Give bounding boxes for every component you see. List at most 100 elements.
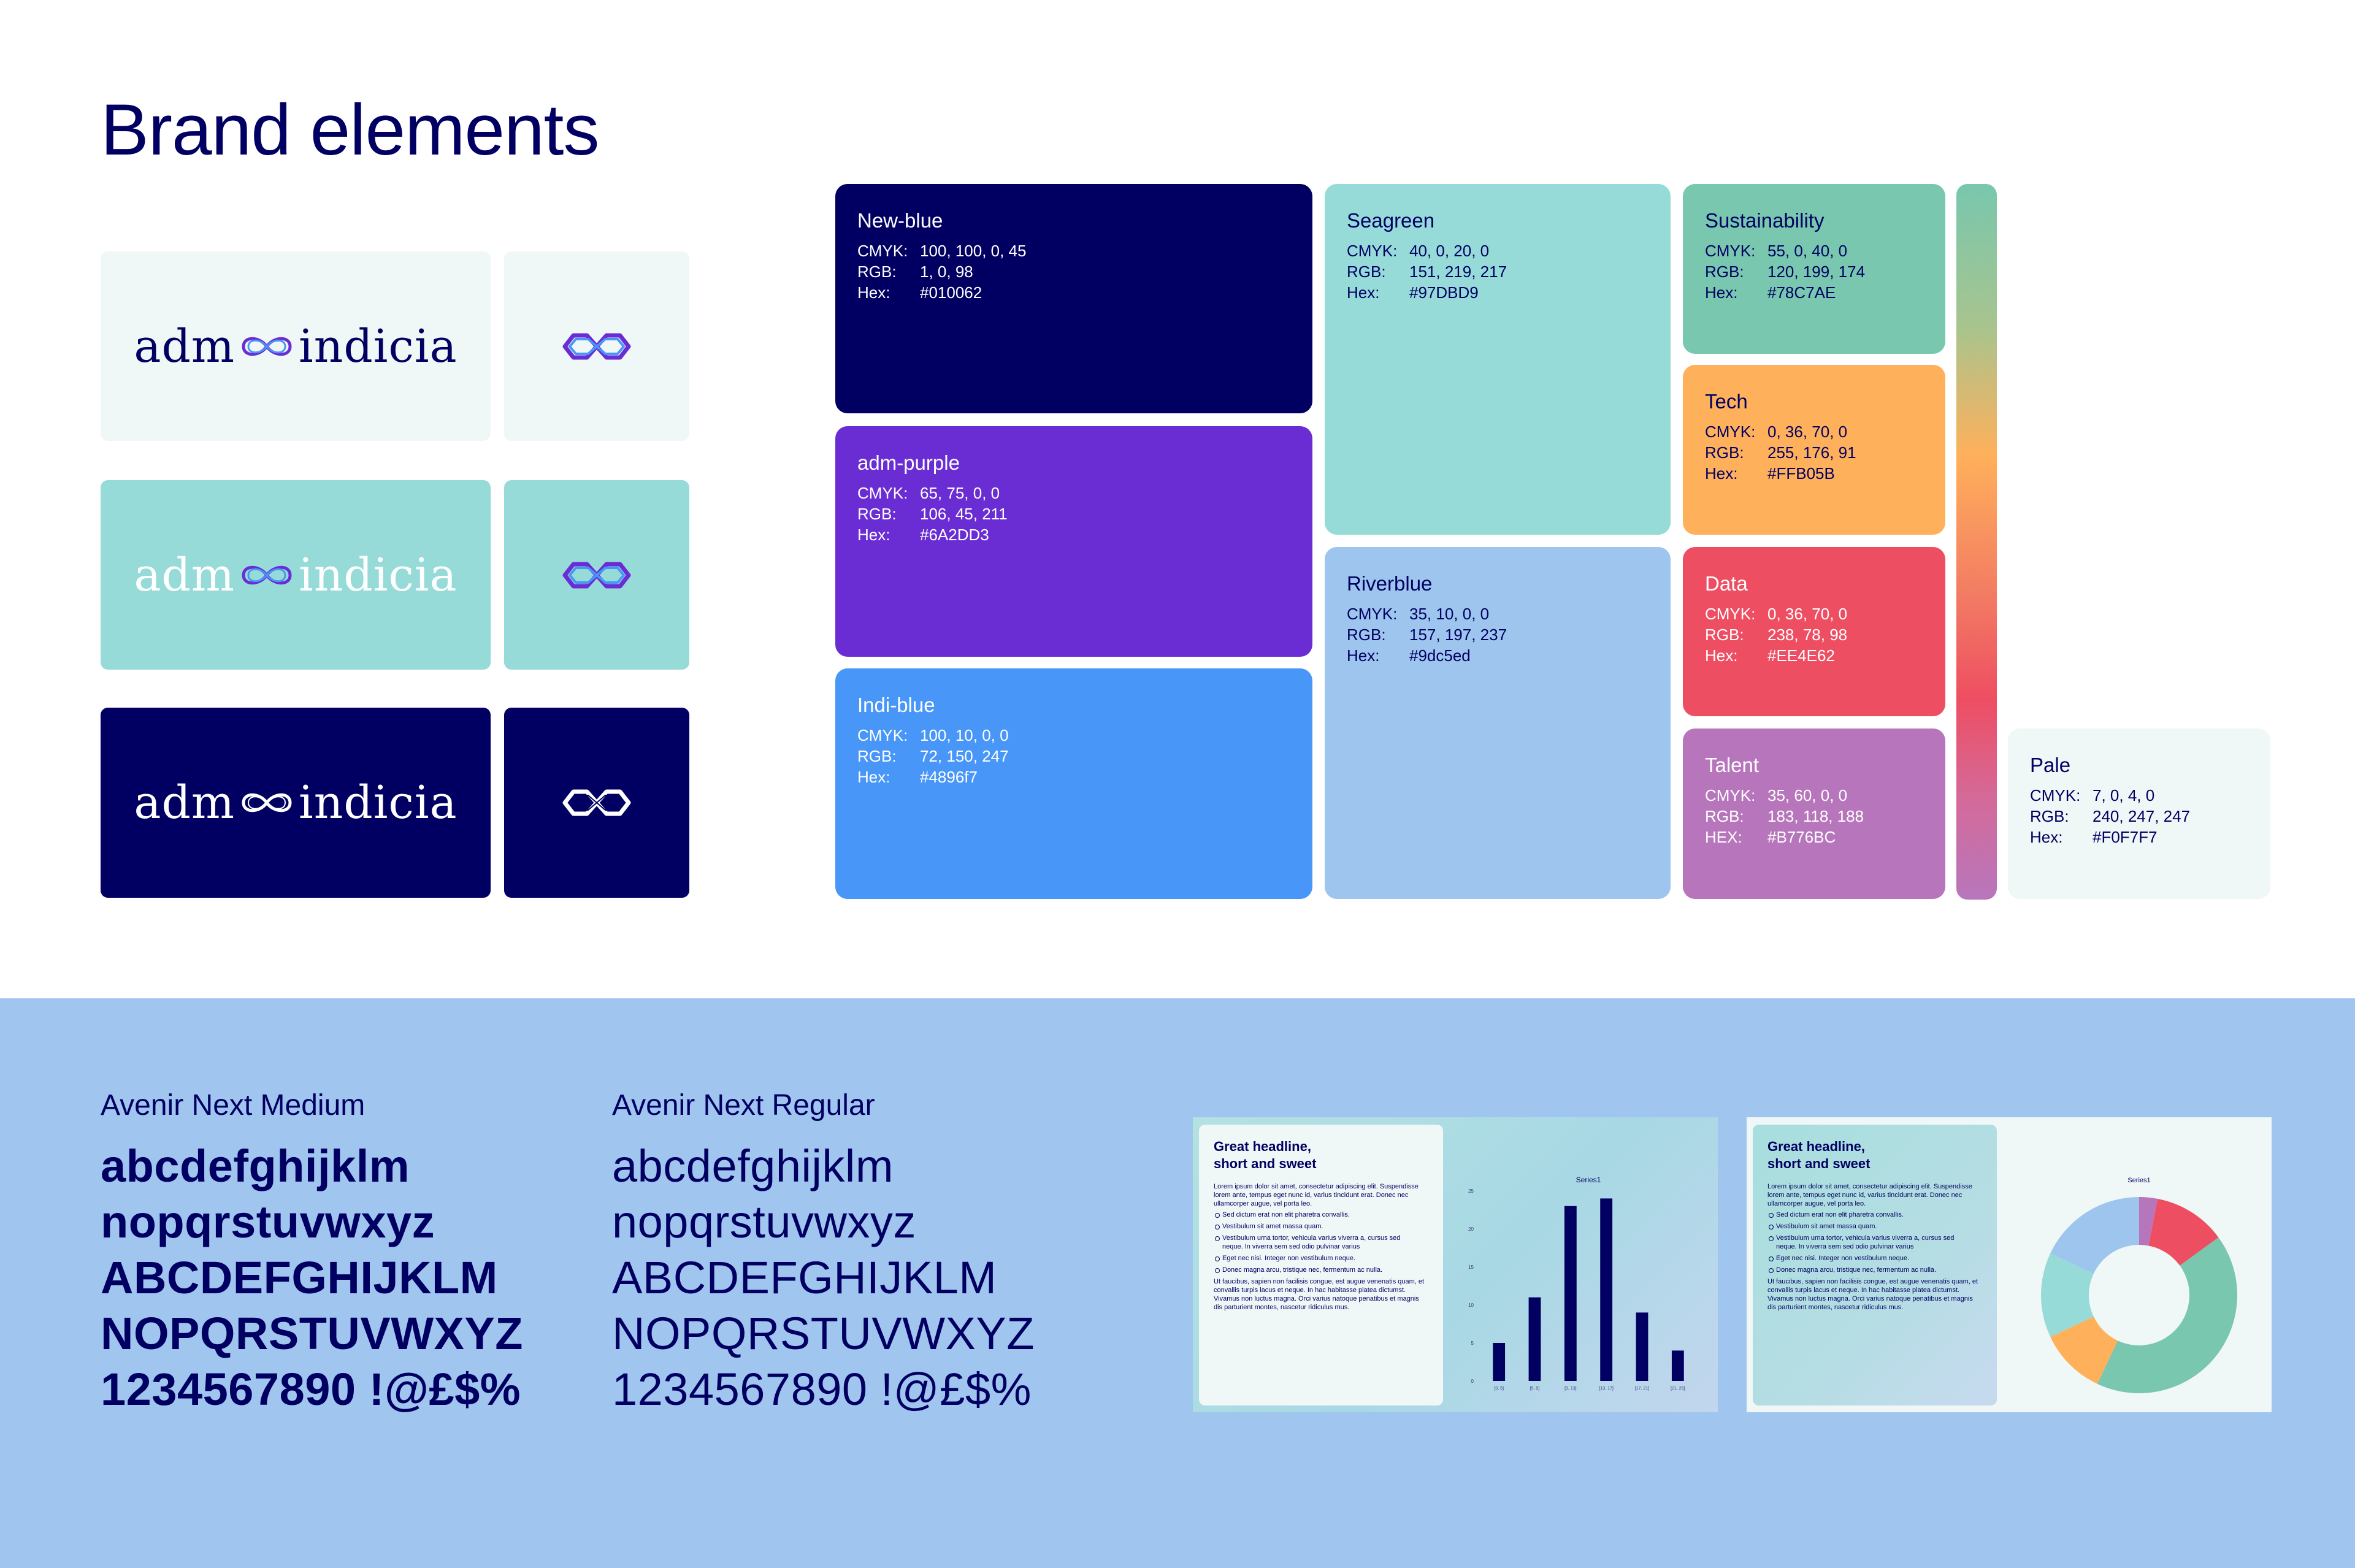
cmyk-label: CMYK: xyxy=(1347,604,1398,623)
hex-value: #9dc5ed xyxy=(1409,646,1471,665)
rgb-label: RGB: xyxy=(1705,625,1744,644)
donut-slice xyxy=(2041,1253,2094,1337)
font-specimen-regular: Avenir Next Regular abcdefghijklm nopqrs… xyxy=(612,1088,1035,1417)
specimen-line: NOPQRSTUVWXYZ xyxy=(612,1307,1035,1359)
cmyk-label: CMYK: xyxy=(2030,786,2081,805)
page-title: Brand elements xyxy=(101,90,599,170)
slide-bullet: Sed dictum erat non elit pharetra conval… xyxy=(1767,1210,1976,1219)
cmyk-label: CMYK: xyxy=(857,483,908,502)
gradient-bar xyxy=(1956,184,1997,900)
bar xyxy=(1493,1343,1506,1381)
x-tick-label: [9, 13] xyxy=(1564,1386,1577,1391)
hex-value: #010062 xyxy=(920,283,982,302)
wordmark-left: adm xyxy=(134,776,236,829)
cmyk-value: 0, 36, 70, 0 xyxy=(1767,604,1848,623)
cmyk-value: 0, 36, 70, 0 xyxy=(1767,422,1848,441)
rgb-label: RGB: xyxy=(2030,806,2069,825)
slide-bullet: Vestibulum sit amet massa quam. xyxy=(1767,1222,1976,1231)
rgb-value: 238, 78, 98 xyxy=(1767,625,1848,644)
swatch-riverblue: Riverblue CMYK: 35, 10, 0, 0 RGB: 157, 197… xyxy=(1325,547,1671,899)
cmyk-value: 100, 10, 0, 0 xyxy=(920,725,1009,744)
rgb-value: 255, 176, 91 xyxy=(1767,443,1856,462)
swatch-name: Sustainability xyxy=(1705,209,1825,232)
cmyk-label: CMYK: xyxy=(857,241,908,260)
infinity-icon xyxy=(242,337,292,356)
donut-chart: Series1 xyxy=(2041,1177,2237,1393)
slide-paragraph: Lorem ipsum dolor sit amet, consectetur … xyxy=(1767,1183,1972,1207)
bar xyxy=(1600,1198,1613,1381)
swatch-sustainability: Sustainability CMYK: 55, 0, 40, 0 RGB: 120… xyxy=(1683,184,1945,354)
x-tick-label: [0, 5] xyxy=(1494,1386,1504,1391)
specimen-line: ABCDEFGHIJKLM xyxy=(101,1252,498,1303)
infinity-icon xyxy=(242,565,292,584)
swatch-tech: Tech CMYK: 0, 36, 70, 0 RGB: 255, 176, 91 … xyxy=(1683,365,1945,535)
specimen-line: abcdefghijklm xyxy=(612,1140,894,1191)
donut-slice xyxy=(2097,1237,2237,1393)
swatch-talent: Talent CMYK: 35, 60, 0, 0 RGB: 183, 118, 1… xyxy=(1683,729,1945,899)
font-label: Avenir Next Medium xyxy=(101,1089,366,1122)
swatch-name: Pale xyxy=(2030,754,2071,776)
logo-tile-seagreen: adm indicia xyxy=(101,480,491,670)
logo-tile-pale: adm indicia xyxy=(101,251,491,441)
cmyk-label: CMYK: xyxy=(1705,786,1756,805)
chart-title: Series1 xyxy=(2127,1177,2150,1184)
chart-title: Series1 xyxy=(1576,1176,1601,1184)
logomark-tile-pale xyxy=(504,251,689,441)
hex-value: #EE4E62 xyxy=(1767,646,1835,665)
specimen-line: ABCDEFGHIJKLM xyxy=(612,1252,997,1303)
swatch-name: Tech xyxy=(1705,390,1748,413)
slide-bullet: Vestibulum urna tortor, vehicula varius … xyxy=(1767,1234,1976,1251)
slide-donut-chart: Great headline, short and sweet Lorem ip… xyxy=(1747,1117,2272,1412)
cmyk-label: CMYK: xyxy=(1705,604,1756,623)
wordmark-right: indicia xyxy=(299,319,458,373)
bar xyxy=(1636,1312,1648,1381)
cmyk-value: 55, 0, 40, 0 xyxy=(1767,241,1848,260)
slide-text-card: Great headline, short and sweet Lorem ip… xyxy=(1199,1125,1443,1405)
headline-line: short and sweet xyxy=(1767,1156,1871,1171)
slide-bullet: Sed dictum erat non elit pharetra conval… xyxy=(1214,1210,1422,1219)
cmyk-value: 65, 75, 0, 0 xyxy=(920,483,1000,502)
wordmark-left: adm xyxy=(134,319,236,373)
swatch-pale: Pale CMYK: 7, 0, 4, 0 RGB: 240, 247, 247 H… xyxy=(2008,729,2270,899)
slide-bar-chart: Great headline, short and sweet Lorem ip… xyxy=(1193,1117,1718,1412)
y-tick-label: 15 xyxy=(1468,1264,1474,1270)
rgb-value: 151, 219, 217 xyxy=(1409,262,1507,281)
swatch-name: Riverblue xyxy=(1347,572,1433,595)
rgb-label: RGB: xyxy=(1347,262,1386,281)
rgb-label: RGB: xyxy=(1347,625,1386,644)
swatch-adm-purple: adm-purple CMYK: 65, 75, 0, 0 RGB: 106, 45… xyxy=(835,426,1312,657)
swatch-name: Indi-blue xyxy=(857,694,935,716)
slide-bullet: Vestibulum sit amet massa quam. xyxy=(1214,1222,1422,1231)
headline-line: Great headline, xyxy=(1767,1139,1865,1154)
hex-label: Hex: xyxy=(857,767,890,786)
hex-label: Hex: xyxy=(1347,283,1380,302)
rgb-label: RGB: xyxy=(1705,806,1744,825)
y-tick-label: 25 xyxy=(1468,1188,1474,1194)
logo-tile-navy: adm indicia xyxy=(101,708,491,898)
rgb-label: RGB: xyxy=(857,262,897,281)
wordmark-left: adm xyxy=(134,548,236,602)
cmyk-label: CMYK: xyxy=(857,725,908,744)
hex-label: Hex: xyxy=(1705,464,1738,483)
swatch-name: Seagreen xyxy=(1347,209,1435,232)
rgb-value: 183, 118, 188 xyxy=(1767,806,1864,825)
specimen-line: 1234567890 !@£$% xyxy=(612,1363,1032,1415)
x-tick-label: [13, 17] xyxy=(1599,1386,1613,1391)
swatch-seagreen: Seagreen CMYK: 40, 0, 20, 0 RGB: 151, 219,… xyxy=(1325,184,1671,535)
headline-line: short and sweet xyxy=(1214,1156,1317,1171)
hex-value: #FFB05B xyxy=(1767,464,1835,483)
hex-value: #4896f7 xyxy=(920,767,978,786)
rgb-label: RGB: xyxy=(857,746,897,765)
swatch-name: Data xyxy=(1705,572,1748,595)
rgb-label: RGB: xyxy=(1705,262,1744,281)
x-tick-label: [5, 9] xyxy=(1530,1386,1540,1391)
slide-bullet: Eget nec nisi. Integer non vestibulum ne… xyxy=(1767,1254,1976,1263)
infinity-icon xyxy=(242,793,292,813)
bar xyxy=(1528,1297,1541,1381)
y-tick-label: 20 xyxy=(1468,1226,1474,1232)
cmyk-label: CMYK: xyxy=(1705,422,1756,441)
x-tick-label: [17, 21] xyxy=(1635,1386,1649,1391)
hex-value: #78C7AE xyxy=(1767,283,1836,302)
hex-label: Hex: xyxy=(857,283,890,302)
cmyk-label: CMYK: xyxy=(1705,241,1756,260)
